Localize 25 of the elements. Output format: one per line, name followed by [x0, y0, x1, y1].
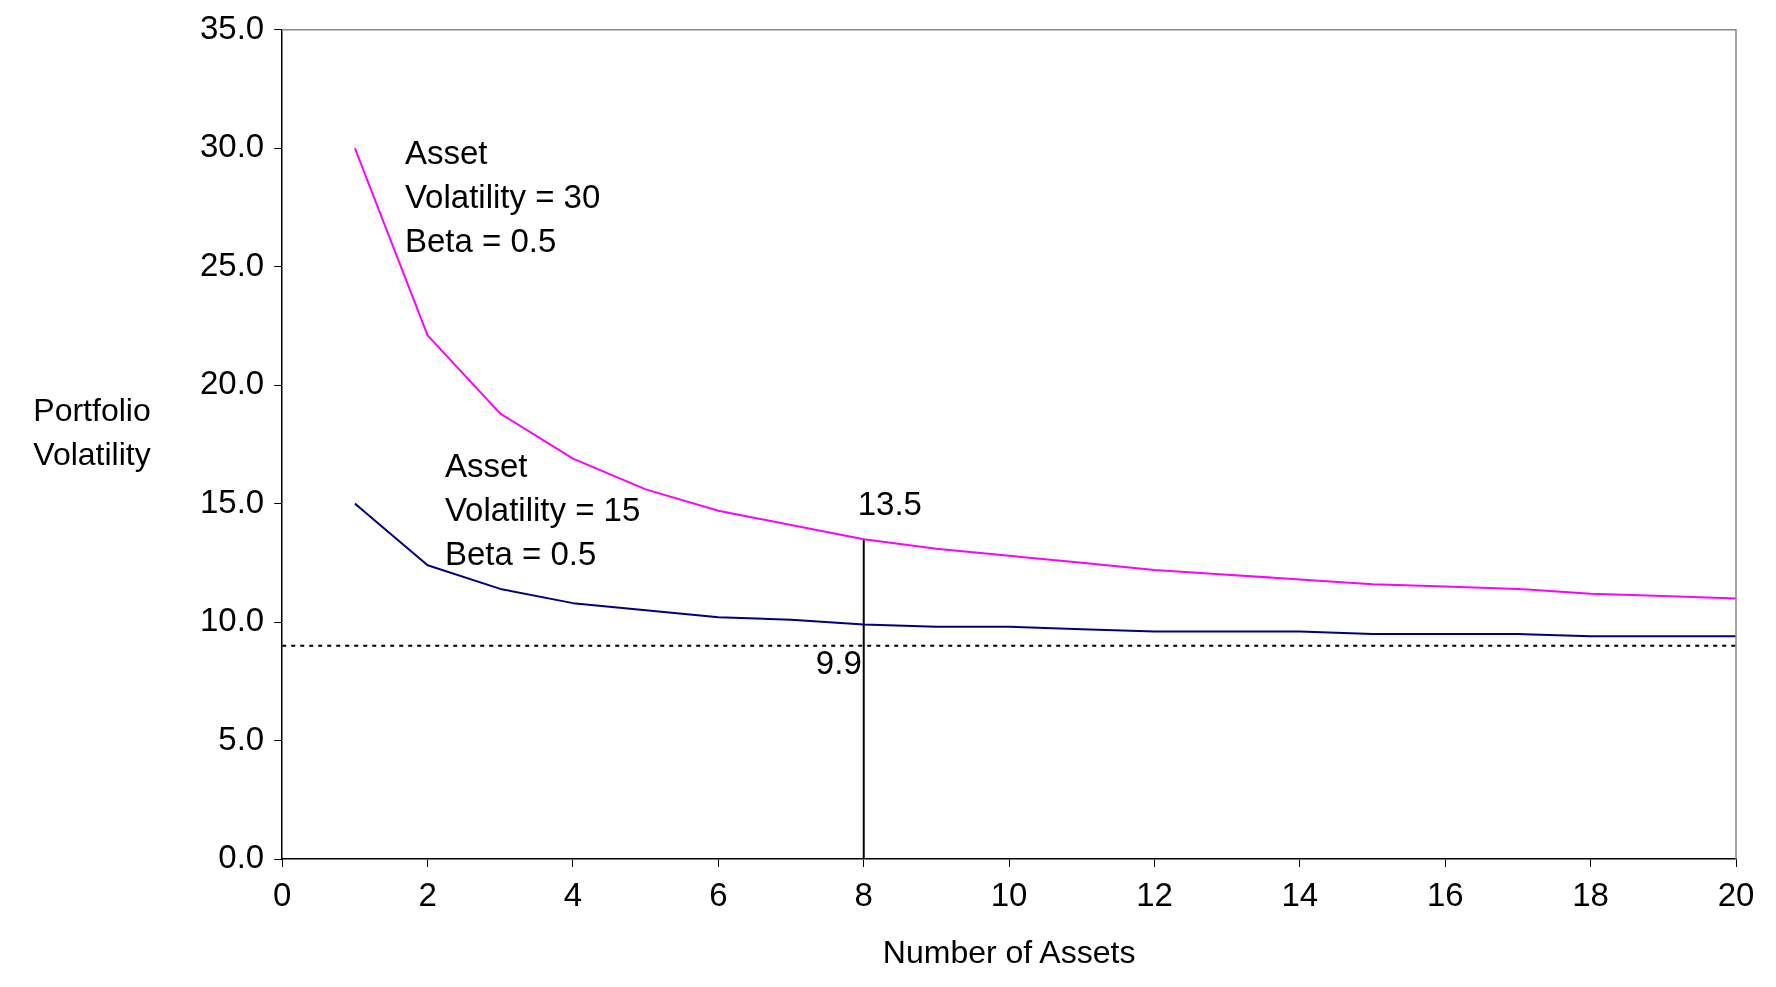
x-tick-label: 16 [1426, 875, 1464, 913]
x-tick-label: 2 [418, 875, 437, 913]
y-tick-label: 30.0 [199, 127, 265, 165]
x-tick-label: 4 [563, 875, 583, 913]
x-axis-title: Number of Assets [882, 933, 1136, 970]
x-tick-label: 10 [990, 875, 1028, 913]
y-axis-title: Portfolio Volatility [33, 392, 151, 473]
x-tick-label: 20 [1717, 875, 1755, 913]
y-tick-label: 0.0 [218, 838, 265, 876]
y-tick-label: 35.0 [199, 8, 265, 46]
y-tick-label: 15.0 [199, 482, 265, 520]
annotation: Asset Volatility = 15 Beta = 0.5 [444, 447, 641, 573]
x-tick-label: 0 [273, 875, 292, 913]
annotation: 9.9 [815, 644, 862, 682]
x-tick-label: 12 [1136, 875, 1173, 913]
y-tick-label: 5.0 [218, 719, 265, 757]
y-tick-label: 25.0 [199, 245, 265, 283]
annotation: Asset Volatility = 30 Beta = 0.5 [404, 133, 601, 259]
annotation: 13.5 [857, 484, 922, 522]
x-tick-label: 6 [709, 875, 728, 913]
y-tick-label: 10.0 [199, 601, 265, 639]
x-tick-label: 8 [854, 875, 873, 913]
x-tick-label: 14 [1281, 875, 1319, 913]
x-tick-label: 18 [1572, 875, 1609, 913]
y-tick-label: 20.0 [199, 364, 265, 402]
